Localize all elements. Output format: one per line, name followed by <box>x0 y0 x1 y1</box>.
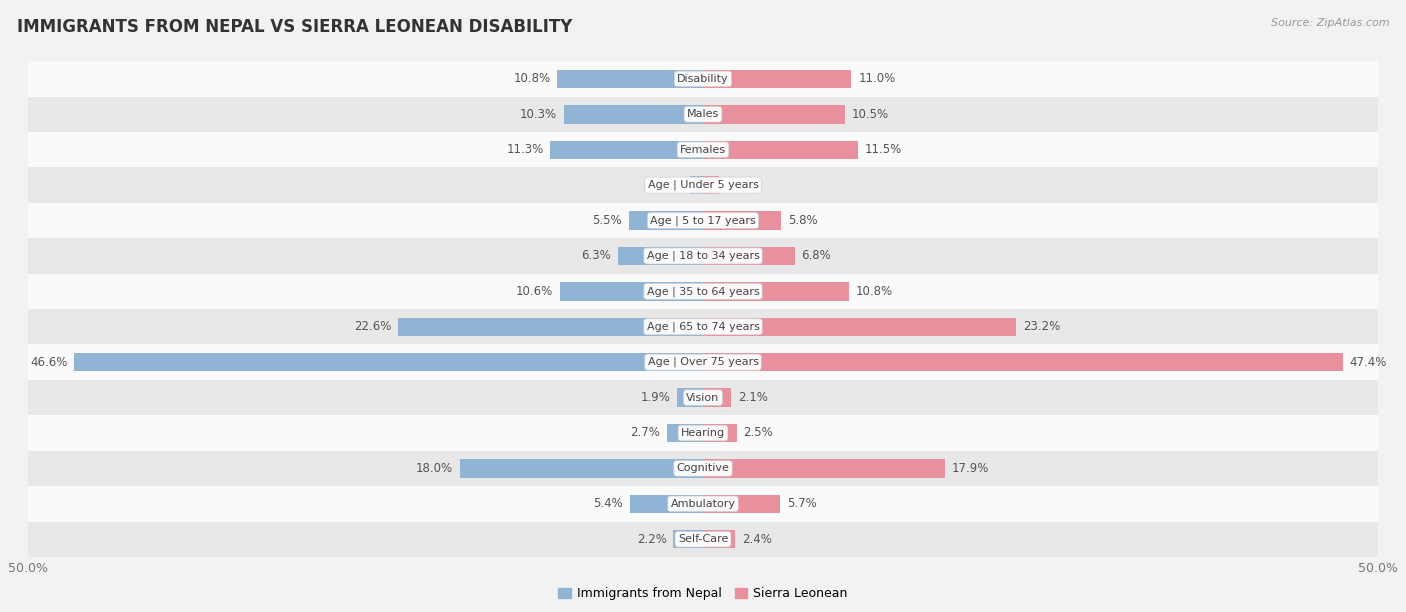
Text: 11.5%: 11.5% <box>865 143 903 156</box>
Text: Vision: Vision <box>686 392 720 403</box>
Text: 2.2%: 2.2% <box>637 532 666 546</box>
Text: Age | 5 to 17 years: Age | 5 to 17 years <box>650 215 756 226</box>
Bar <box>28 416 1378 450</box>
Bar <box>703 353 1343 371</box>
Bar <box>703 389 731 407</box>
Bar <box>703 211 782 230</box>
Text: Disability: Disability <box>678 74 728 84</box>
Text: 17.9%: 17.9% <box>952 462 988 475</box>
Bar <box>703 141 858 159</box>
Text: 11.0%: 11.0% <box>858 72 896 86</box>
Bar <box>460 459 703 477</box>
Bar <box>678 389 703 407</box>
Bar <box>619 247 703 265</box>
Bar <box>703 459 945 477</box>
Text: Self-Care: Self-Care <box>678 534 728 544</box>
Text: 10.3%: 10.3% <box>520 108 557 121</box>
Bar <box>628 211 703 230</box>
Text: 10.8%: 10.8% <box>855 285 893 298</box>
Text: 2.7%: 2.7% <box>630 427 659 439</box>
Text: Ambulatory: Ambulatory <box>671 499 735 509</box>
Bar <box>28 450 1378 486</box>
Bar <box>703 424 737 442</box>
Bar <box>28 238 1378 274</box>
Text: 1.0%: 1.0% <box>652 179 683 192</box>
Text: Males: Males <box>688 110 718 119</box>
Bar <box>703 530 735 548</box>
Text: Age | 18 to 34 years: Age | 18 to 34 years <box>647 251 759 261</box>
Bar <box>28 97 1378 132</box>
Bar <box>28 309 1378 345</box>
Text: 1.2%: 1.2% <box>725 179 756 192</box>
Bar <box>398 318 703 336</box>
Text: 5.8%: 5.8% <box>787 214 818 227</box>
Text: Age | 35 to 64 years: Age | 35 to 64 years <box>647 286 759 297</box>
Bar <box>75 353 703 371</box>
Bar <box>703 318 1017 336</box>
Text: 10.8%: 10.8% <box>513 72 551 86</box>
Text: 23.2%: 23.2% <box>1024 320 1060 334</box>
Bar <box>28 345 1378 380</box>
Text: 22.6%: 22.6% <box>354 320 391 334</box>
Bar <box>703 105 845 124</box>
Bar <box>673 530 703 548</box>
Text: 18.0%: 18.0% <box>416 462 453 475</box>
Text: Age | 65 to 74 years: Age | 65 to 74 years <box>647 321 759 332</box>
Legend: Immigrants from Nepal, Sierra Leonean: Immigrants from Nepal, Sierra Leonean <box>554 582 852 605</box>
Text: 11.3%: 11.3% <box>506 143 544 156</box>
Bar <box>564 105 703 124</box>
Text: Cognitive: Cognitive <box>676 463 730 474</box>
Bar <box>28 380 1378 416</box>
Bar <box>28 521 1378 557</box>
Text: 6.3%: 6.3% <box>582 250 612 263</box>
Text: Hearing: Hearing <box>681 428 725 438</box>
Bar <box>28 486 1378 521</box>
Text: IMMIGRANTS FROM NEPAL VS SIERRA LEONEAN DISABILITY: IMMIGRANTS FROM NEPAL VS SIERRA LEONEAN … <box>17 18 572 36</box>
Text: 5.5%: 5.5% <box>592 214 621 227</box>
Text: Age | Over 75 years: Age | Over 75 years <box>648 357 758 367</box>
Bar <box>28 168 1378 203</box>
Bar <box>560 282 703 300</box>
Bar <box>703 176 720 195</box>
Bar <box>703 70 852 88</box>
Bar <box>557 70 703 88</box>
Bar <box>28 203 1378 238</box>
Text: 2.4%: 2.4% <box>742 532 772 546</box>
Bar <box>703 494 780 513</box>
Bar <box>689 176 703 195</box>
Text: Females: Females <box>681 144 725 155</box>
Text: Source: ZipAtlas.com: Source: ZipAtlas.com <box>1271 18 1389 28</box>
Text: 2.1%: 2.1% <box>738 391 768 404</box>
Text: 10.5%: 10.5% <box>852 108 889 121</box>
Bar <box>630 494 703 513</box>
Text: 2.5%: 2.5% <box>744 427 773 439</box>
Text: 5.7%: 5.7% <box>787 498 817 510</box>
Bar <box>551 141 703 159</box>
Text: 6.8%: 6.8% <box>801 250 831 263</box>
Text: 1.9%: 1.9% <box>641 391 671 404</box>
Text: 5.4%: 5.4% <box>593 498 623 510</box>
Text: 46.6%: 46.6% <box>30 356 67 368</box>
Bar <box>28 274 1378 309</box>
Text: 47.4%: 47.4% <box>1350 356 1386 368</box>
Bar <box>666 424 703 442</box>
Bar <box>703 282 849 300</box>
Text: Age | Under 5 years: Age | Under 5 years <box>648 180 758 190</box>
Bar <box>28 132 1378 168</box>
Bar <box>28 61 1378 97</box>
Text: 10.6%: 10.6% <box>516 285 553 298</box>
Bar <box>703 247 794 265</box>
